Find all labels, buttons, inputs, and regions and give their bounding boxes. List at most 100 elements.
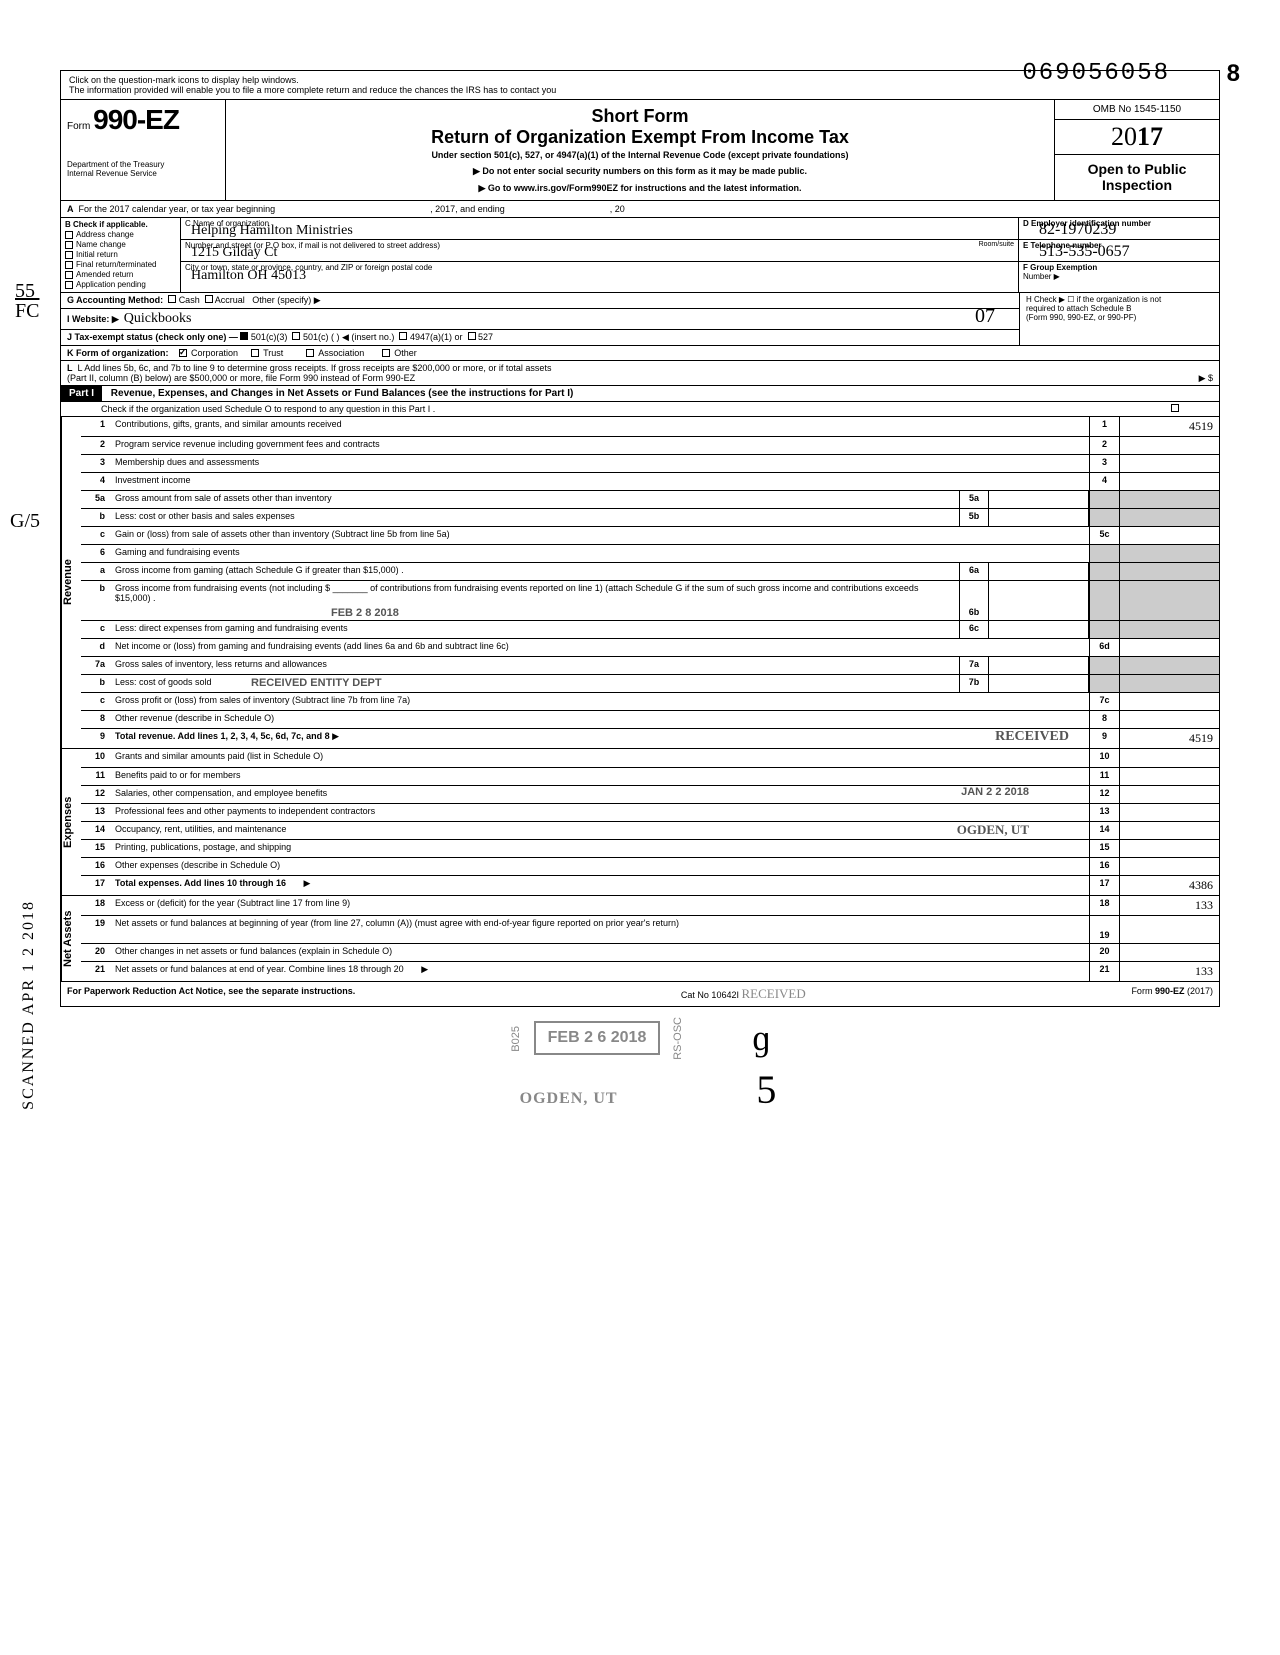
org-address: 1215 Gilday Ct bbox=[191, 245, 277, 261]
short-form-label: Short Form bbox=[232, 106, 1048, 127]
line12-desc: Salaries, other compensation, and employ… bbox=[111, 786, 1089, 803]
line17-desc: Total expenses. Add lines 10 through 16 … bbox=[111, 876, 1089, 895]
line2-desc: Program service revenue including govern… bbox=[111, 437, 1089, 454]
stamps-area: B025 FEB 2 6 2018 RS-OSC ɡ OGDEN, UT 5 bbox=[60, 1017, 1220, 1118]
stamp3-location: OGDEN, UT bbox=[508, 1084, 630, 1114]
handwrite-5: 5 bbox=[756, 1067, 776, 1112]
line21-val: 133 bbox=[1119, 962, 1219, 981]
line9-val: 4519 bbox=[1119, 729, 1219, 748]
omb-number: OMB No 1545-1150 bbox=[1055, 100, 1219, 120]
form-subtitle: Under section 501(c), 527, or 4947(a)(1)… bbox=[232, 150, 1048, 160]
chk-cash[interactable] bbox=[168, 295, 176, 303]
margin-07: 07 bbox=[975, 305, 995, 328]
line19-val bbox=[1119, 916, 1219, 943]
footer-right: Form 990-EZ (2017) bbox=[1131, 986, 1213, 1002]
line6b-desc: Gross income from fundraising events (no… bbox=[111, 581, 959, 620]
line15-val bbox=[1119, 840, 1219, 857]
dln-number: 069056058 bbox=[1022, 60, 1170, 87]
form-title: Return of Organization Exempt From Incom… bbox=[232, 127, 1048, 148]
chk-name[interactable] bbox=[65, 241, 73, 249]
chk-initial[interactable] bbox=[65, 251, 73, 259]
stamp-b025: B025 bbox=[510, 1026, 522, 1052]
chk-other-org[interactable] bbox=[382, 349, 390, 357]
line18-desc: Excess or (deficit) for the year (Subtra… bbox=[111, 896, 1089, 915]
chk-accrual[interactable] bbox=[205, 295, 213, 303]
line16-desc: Other expenses (describe in Schedule O) bbox=[111, 858, 1089, 875]
chk-501c[interactable] bbox=[292, 332, 300, 340]
f-number-label: Number ▶ bbox=[1023, 272, 1060, 281]
stamp3-date: FEB 2 6 2018 bbox=[548, 1029, 647, 1047]
chk-address[interactable] bbox=[65, 231, 73, 239]
line3-val bbox=[1119, 455, 1219, 472]
line13-val bbox=[1119, 804, 1219, 821]
row-a-tax-year: A For the 2017 calendar year, or tax yea… bbox=[61, 201, 1219, 218]
phone-value: 513-535-0657 bbox=[1039, 243, 1130, 261]
line12-val bbox=[1119, 786, 1219, 803]
chk-501c3[interactable] bbox=[240, 332, 248, 340]
line10-val bbox=[1119, 749, 1219, 767]
part1-title: Revenue, Expenses, and Changes in Net As… bbox=[105, 386, 580, 401]
line6d-val bbox=[1119, 639, 1219, 656]
chk-final[interactable] bbox=[65, 261, 73, 269]
line5b-desc: Less: cost or other basis and sales expe… bbox=[111, 509, 959, 526]
part1-check-row: Check if the organization used Schedule … bbox=[61, 402, 1219, 417]
chk-pending[interactable] bbox=[65, 281, 73, 289]
row-l-gross-receipts: L L Add lines 5b, 6c, and 7b to line 9 t… bbox=[61, 361, 1219, 386]
chk-corp[interactable]: ✓ bbox=[179, 349, 187, 357]
line2-val bbox=[1119, 437, 1219, 454]
line5c-val bbox=[1119, 527, 1219, 544]
website-value: Quickbooks bbox=[124, 311, 192, 326]
row-i-website: I Website: ▶ Quickbooks bbox=[61, 309, 1019, 330]
form-990ez: Click on the question-mark icons to disp… bbox=[60, 70, 1220, 1007]
handwrite-initial: ɡ bbox=[752, 1017, 770, 1059]
chk-assoc[interactable] bbox=[306, 349, 314, 357]
open-public: Open to Public Inspection bbox=[1055, 155, 1219, 199]
line8-val bbox=[1119, 711, 1219, 728]
revenue-label: Revenue bbox=[61, 417, 81, 748]
part1-label: Part I bbox=[61, 386, 102, 401]
footer-left: For Paperwork Reduction Act Notice, see … bbox=[67, 986, 355, 1002]
col-def: D Employer identification number 82-1970… bbox=[1019, 218, 1219, 292]
line21-desc: Net assets or fund balances at end of ye… bbox=[111, 962, 1089, 981]
footer: For Paperwork Reduction Act Notice, see … bbox=[61, 981, 1219, 1006]
col-c-org-info: C Name of organization Helping Hamilton … bbox=[181, 218, 1019, 292]
col-b-checkboxes: B Check if applicable. Address change Na… bbox=[61, 218, 181, 292]
line7c-desc: Gross profit or (loss) from sales of inv… bbox=[111, 693, 1089, 710]
f-group-label: F Group Exemption bbox=[1023, 263, 1097, 272]
line13-desc: Professional fees and other payments to … bbox=[111, 804, 1089, 821]
chk-schedule-o[interactable] bbox=[1171, 404, 1179, 412]
line20-desc: Other changes in net assets or fund bala… bbox=[111, 944, 1089, 961]
row-g-accounting: G Accounting Method: Cash Accrual Other … bbox=[61, 293, 1019, 309]
chk-4947[interactable] bbox=[399, 332, 407, 340]
line6-desc: Gaming and fundraising events bbox=[111, 545, 1089, 562]
irs-label: Internal Revenue Service bbox=[67, 169, 219, 178]
line5c-desc: Gain or (loss) from sale of assets other… bbox=[111, 527, 1089, 544]
line8-desc: Other revenue (describe in Schedule O) bbox=[111, 711, 1089, 728]
footer-mid: Cat No 10642I RECEIVED bbox=[681, 986, 806, 1002]
instr-ssn: ▶ Do not enter social security numbers o… bbox=[232, 166, 1048, 177]
form-number: Form 990-EZ bbox=[67, 104, 219, 136]
org-name: Helping Hamilton Ministries bbox=[191, 223, 353, 239]
line9-desc: Total revenue. Add lines 1, 2, 3, 4, 5c,… bbox=[111, 729, 1089, 748]
tax-year: 2017 bbox=[1055, 120, 1219, 155]
chk-amended[interactable] bbox=[65, 271, 73, 279]
line5a-desc: Gross amount from sale of assets other t… bbox=[111, 491, 959, 508]
stamp-rsosc: RS-OSC bbox=[672, 1017, 684, 1060]
line14-desc: Occupancy, rent, utilities, and maintena… bbox=[111, 822, 1089, 839]
line19-desc: Net assets or fund balances at beginning… bbox=[111, 916, 1089, 943]
part1-header-row: Part I Revenue, Expenses, and Changes in… bbox=[61, 386, 1219, 402]
chk-trust[interactable] bbox=[251, 349, 259, 357]
dept-treasury: Department of the Treasury bbox=[67, 160, 219, 169]
line17-val: 4386 bbox=[1119, 876, 1219, 895]
org-city: Hamilton OH 45013 bbox=[191, 268, 306, 284]
row-k-org-form: K Form of organization: ✓ Corporation Tr… bbox=[61, 346, 1219, 361]
line4-val bbox=[1119, 473, 1219, 490]
line14-val bbox=[1119, 822, 1219, 839]
row-j-tax-status: J Tax-exempt status (check only one) — 5… bbox=[61, 330, 1019, 345]
margin-fc: FC bbox=[15, 300, 39, 323]
chk-527[interactable] bbox=[468, 332, 476, 340]
line18-val: 133 bbox=[1119, 896, 1219, 915]
line7b-desc: Less: cost of goods soldRECEIVED ENTITY … bbox=[111, 675, 959, 692]
expenses-label: Expenses bbox=[61, 749, 81, 895]
line7a-desc: Gross sales of inventory, less returns a… bbox=[111, 657, 959, 674]
